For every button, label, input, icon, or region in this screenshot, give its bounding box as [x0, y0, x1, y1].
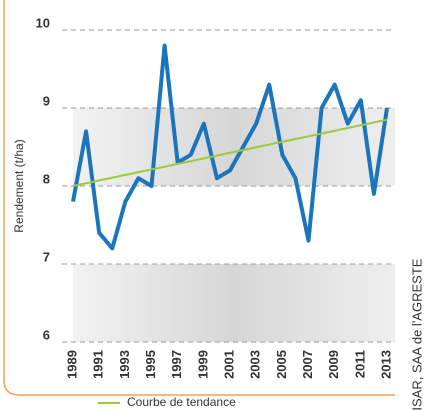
x-tick-label: 1989 [64, 350, 79, 379]
series-line [71, 43, 389, 251]
x-tick-label: 1999 [195, 350, 210, 379]
source: DISAR, SAA de l'AGRESTE [409, 258, 424, 410]
y-tick-label: 8 [43, 171, 50, 186]
y-tick-label: 9 [43, 93, 50, 108]
x-tick-label: 2001 [221, 350, 236, 379]
frame [3, 0, 395, 396]
x-tick-label: 1993 [117, 350, 132, 379]
shaded-band [73, 264, 395, 342]
x-tick-label: 1991 [91, 350, 106, 379]
x-tick-label: 2003 [248, 350, 263, 379]
y-tick-label: 10 [36, 15, 50, 30]
y-tick-label: 7 [43, 249, 50, 264]
x-tick-label: 1995 [143, 350, 158, 379]
x-tick-label: 2005 [274, 350, 289, 379]
y-tick-label: 6 [43, 327, 50, 342]
legend-label: Courbe de tendance [127, 395, 236, 409]
x-tick-label: 2013 [378, 350, 393, 379]
x-tick-label: 2007 [300, 350, 315, 379]
series-line [72, 118, 388, 187]
x-tick-label: 2011 [352, 350, 367, 378]
shaded-band [73, 108, 395, 186]
y-axis-label: Rendement (t/ha) [12, 139, 26, 232]
x-tick-label: 2009 [326, 350, 341, 379]
x-tick-label: 1997 [169, 350, 184, 379]
